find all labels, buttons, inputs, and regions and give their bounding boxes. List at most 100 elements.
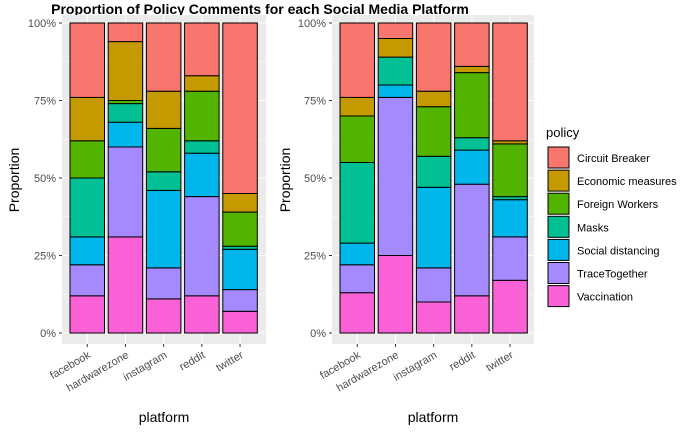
x-tick-label: instagram (391, 349, 439, 384)
bar-segment-facebook-circuit-breaker (69, 22, 105, 98)
bar-segment-facebook-economic-measures (69, 96, 105, 142)
y-tick-label: 75% (304, 96, 326, 108)
bar-segment-reddit-economic-measures (184, 75, 220, 92)
legend-label: Foreign Workers (577, 199, 659, 211)
bar-segment-facebook-social-distancing (339, 242, 375, 266)
bar-segment-hardwarezone-masks (377, 56, 414, 86)
bar-segment-twitter-foreign-workers (222, 211, 258, 247)
legend-label: Masks (577, 222, 609, 234)
bar-segment-reddit-vaccination (454, 295, 490, 334)
panel-2-y-axis-title: Proportion (277, 148, 293, 213)
bar-segment-twitter-economic-measures (222, 193, 258, 213)
legend-swatch (547, 192, 570, 215)
bar-segment-hardwarezone-social-distancing (377, 84, 414, 98)
bar-segment-instagram-vaccination (145, 298, 182, 334)
panel-2-y-axis: 0% 25% 50% 75% 100% (298, 18, 332, 340)
legend-swatch (547, 262, 570, 284)
panel-1-bars (69, 22, 258, 334)
bar-segment-reddit-social-distancing (184, 152, 220, 198)
bar-segment-hardwarezone-vaccination (107, 236, 144, 334)
bar-segment-reddit-economic-measures (454, 65, 490, 74)
bar-segment-hardwarezone-social-distancing (107, 121, 144, 148)
legend-label: Vaccination (577, 292, 633, 304)
legend-swatch (547, 169, 570, 192)
panel-2-bars (339, 22, 528, 334)
bar-segment-reddit-social-distancing (454, 149, 490, 185)
bar-segment-twitter-social-distancing (492, 199, 528, 238)
x-tick-label: reddit (448, 349, 478, 373)
y-tick-label: 25% (304, 251, 326, 263)
x-tick-label: twitter (484, 349, 516, 374)
bar-segment-hardwarezone-circuit-breaker (377, 22, 414, 39)
bar-segment-hardwarezone-circuit-breaker (107, 22, 144, 43)
legend-swatch (547, 146, 570, 169)
bar-segment-reddit-masks (184, 140, 220, 154)
bar-segment-facebook-foreign-workers (69, 140, 105, 179)
legend-label: Social distancing (577, 245, 660, 257)
y-tick-label: 100% (28, 18, 56, 30)
bar-segment-hardwarezone-economic-measures (377, 38, 414, 58)
legend: Circuit Breaker Economic measures Foreign … (547, 146, 677, 308)
bar-segment-twitter-foreign-workers (492, 143, 528, 198)
y-tick-label: 0% (40, 328, 56, 340)
bar-segment-instagram-foreign-workers (415, 106, 452, 157)
legend-label: Circuit Breaker (577, 153, 650, 165)
bar-segment-reddit-tracetogether (454, 183, 490, 297)
bar-segment-hardwarezone-tracetogether (377, 96, 414, 257)
bar-segment-twitter-tracetogether (222, 289, 258, 312)
bar-segment-instagram-masks (145, 171, 182, 191)
panel-1-y-axis: 0% 25% 50% 75% 100% (28, 18, 62, 340)
legend-swatch (547, 285, 570, 308)
bar-segment-facebook-masks (339, 162, 375, 244)
legend-label: TraceTogether (577, 269, 648, 281)
bar-segment-instagram-vaccination (415, 301, 452, 334)
bar-segment-reddit-foreign-workers (184, 90, 220, 142)
bar-segment-reddit-masks (454, 137, 490, 151)
y-tick-label: 0% (310, 328, 326, 340)
x-tick-label: reddit (178, 349, 208, 373)
bar-segment-hardwarezone-masks (107, 103, 144, 123)
bar-segment-instagram-foreign-workers (145, 127, 182, 173)
bar-segment-facebook-economic-measures (339, 96, 375, 117)
bar-segment-instagram-tracetogether (415, 267, 452, 303)
bar-segment-hardwarezone-economic-measures (107, 41, 144, 101)
bar-segment-facebook-foreign-workers (339, 115, 375, 163)
bar-segment-hardwarezone-tracetogether (107, 146, 144, 238)
x-tick-label: instagram (121, 349, 169, 384)
bar-segment-instagram-circuit-breaker (415, 22, 452, 92)
bar-segment-twitter-circuit-breaker (222, 22, 258, 194)
legend-swatch (547, 215, 570, 238)
y-tick-label: 100% (298, 18, 326, 30)
bar-segment-twitter-social-distancing (222, 248, 258, 291)
bar-segment-instagram-economic-measures (415, 90, 452, 108)
bar-segment-facebook-social-distancing (69, 236, 105, 266)
legend-label: Economic measures (577, 176, 677, 188)
bar-segment-facebook-vaccination (69, 295, 105, 334)
bar-segment-facebook-tracetogether (339, 264, 375, 294)
bar-segment-reddit-circuit-breaker (454, 22, 490, 67)
chart-title: Proportion of Policy Comments for each S… (51, 1, 469, 17)
bar-segment-instagram-economic-measures (145, 90, 182, 129)
bar-segment-facebook-masks (69, 177, 105, 238)
bar-segment-twitter-circuit-breaker (492, 22, 528, 142)
y-tick-label: 25% (34, 251, 56, 263)
bar-segment-instagram-social-distancing (415, 186, 452, 269)
bar-segment-instagram-circuit-breaker (145, 22, 182, 92)
bar-segment-reddit-tracetogether (184, 196, 220, 297)
bar-segment-facebook-circuit-breaker (339, 22, 375, 98)
bar-segment-instagram-tracetogether (145, 267, 182, 300)
legend-swatch (547, 238, 570, 261)
bar-segment-hardwarezone-vaccination (377, 255, 414, 334)
panel-1-y-axis-title: Proportion (6, 148, 22, 213)
bar-segment-twitter-vaccination (492, 279, 528, 334)
bar-segment-twitter-tracetogether (492, 236, 528, 281)
legend-title: policy (546, 125, 580, 140)
bar-segment-facebook-vaccination (339, 292, 375, 334)
y-tick-label: 50% (304, 173, 326, 185)
panel-2-x-axis-title: platform (408, 409, 459, 425)
bar-segment-reddit-foreign-workers (454, 72, 490, 139)
bar-segment-reddit-circuit-breaker (184, 22, 220, 77)
